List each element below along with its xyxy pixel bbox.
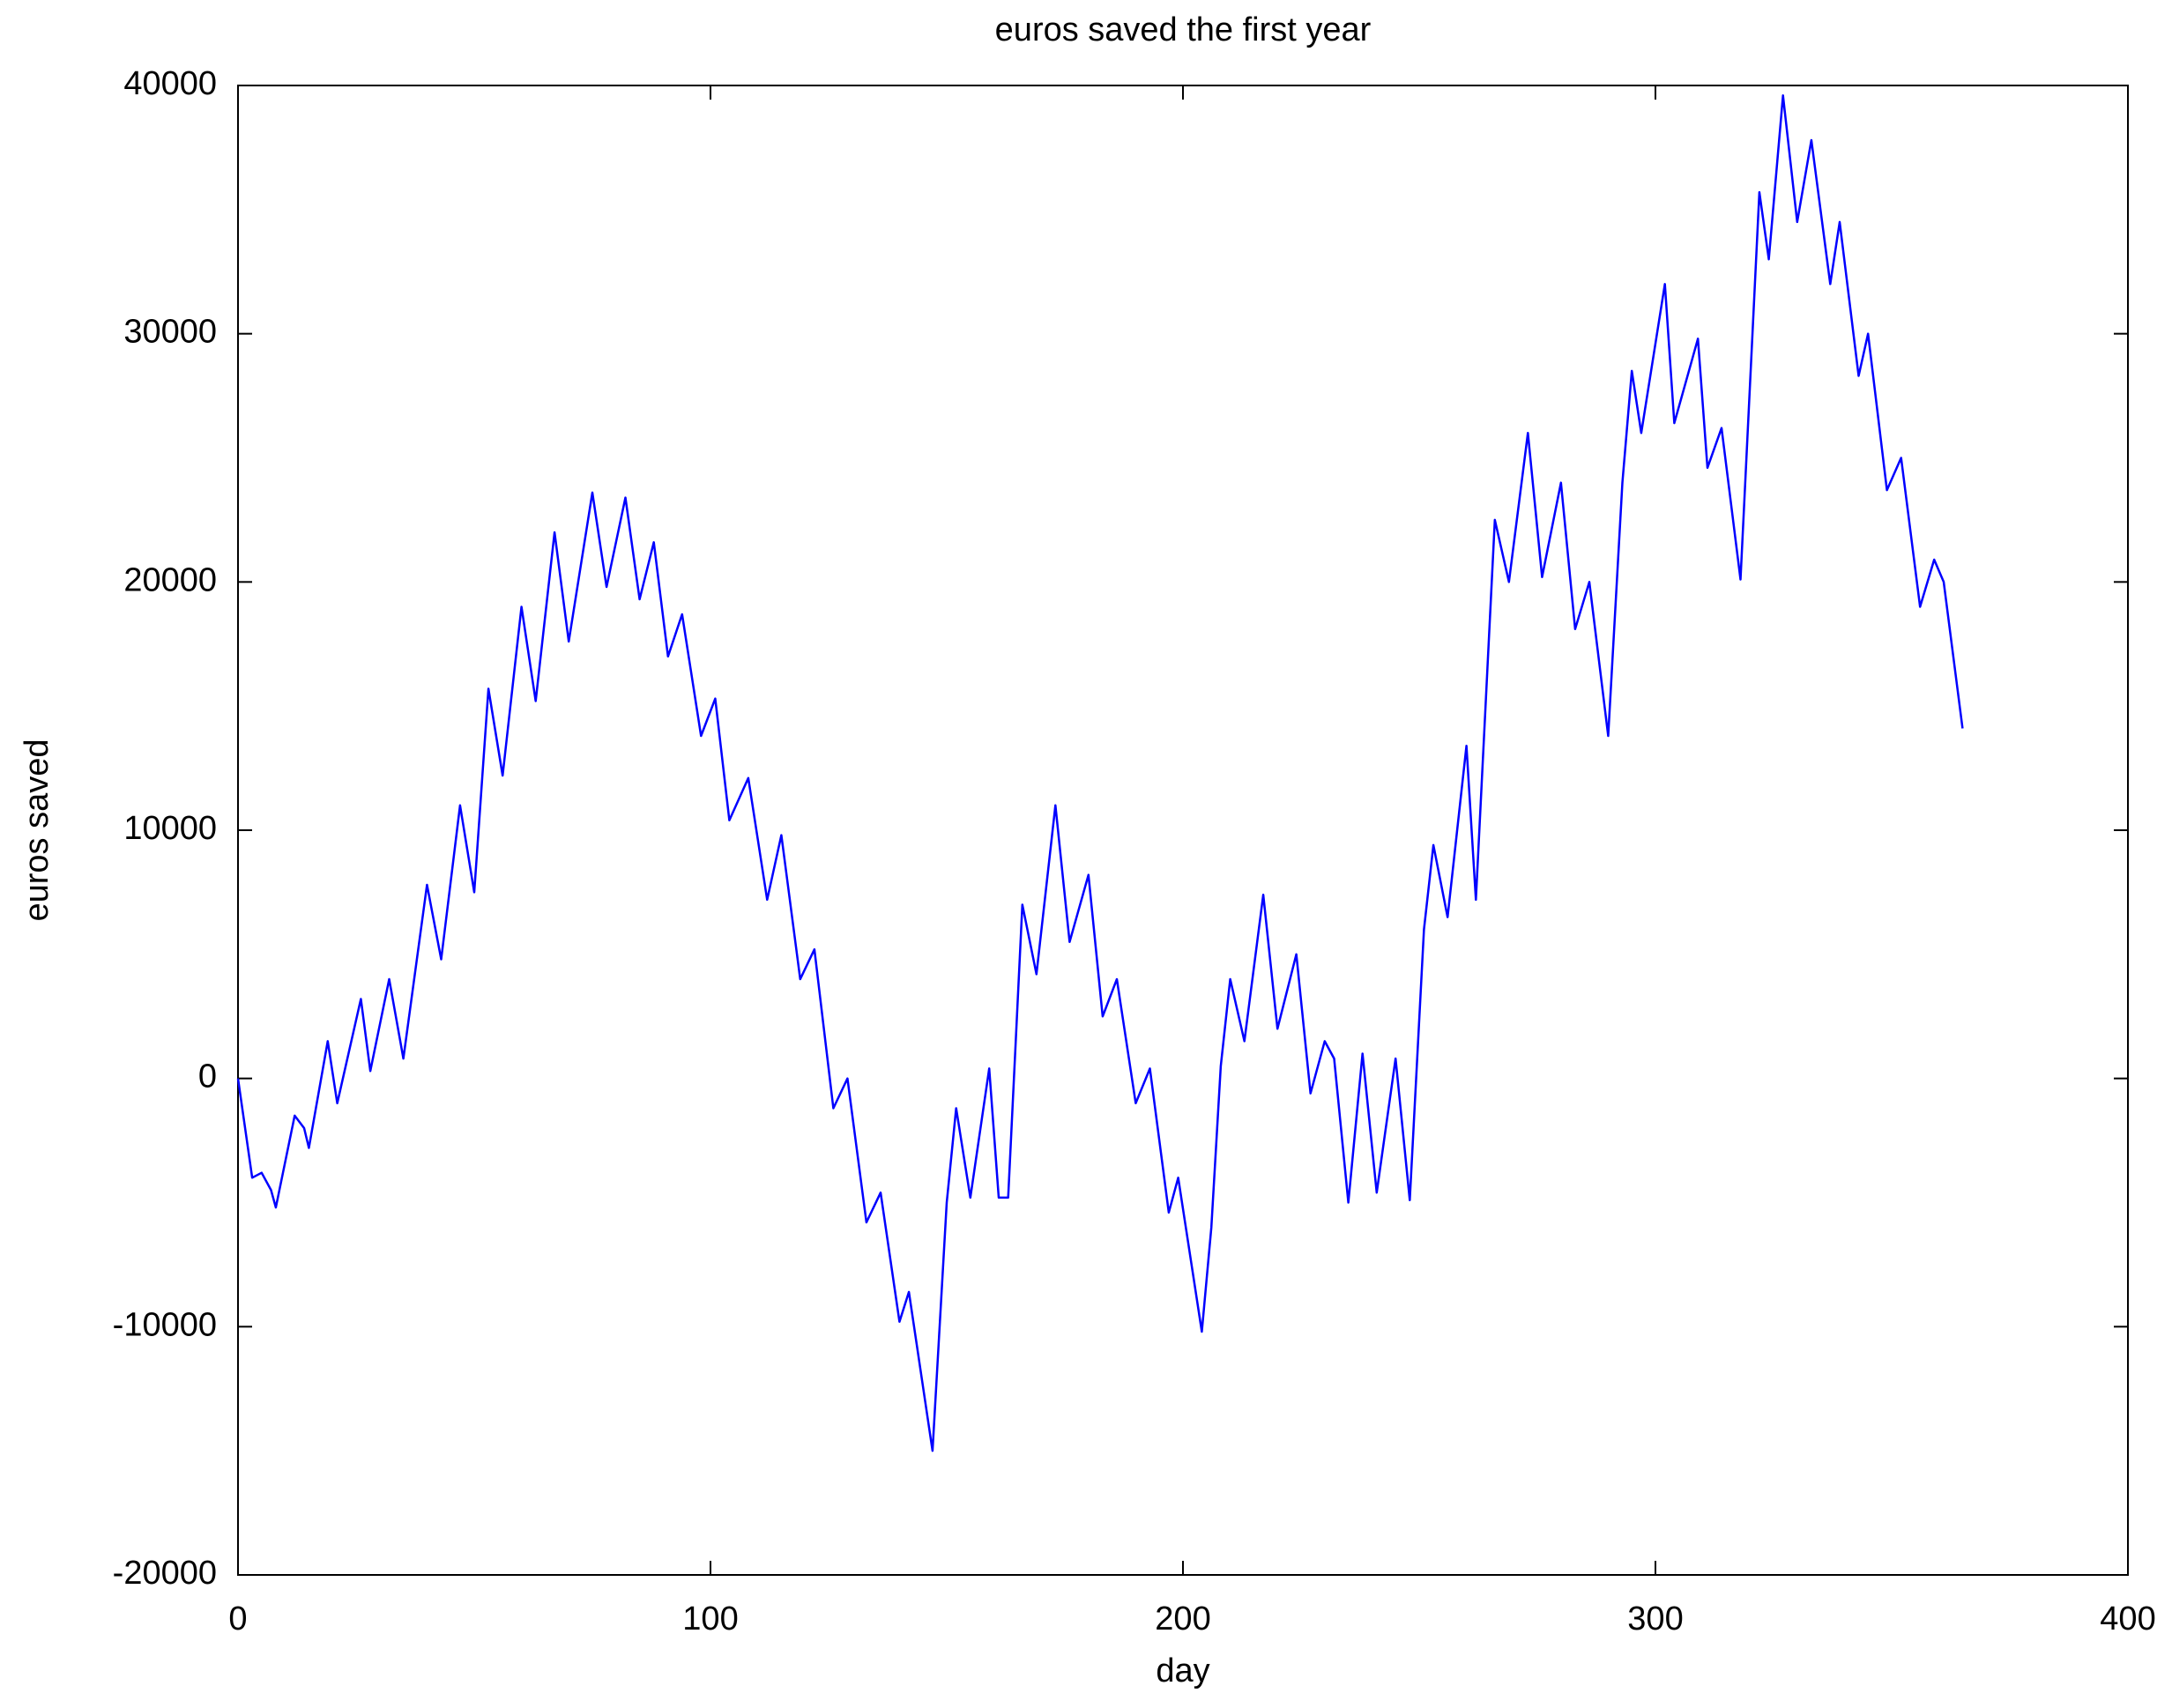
y-tick-label: -20000	[113, 1555, 217, 1592]
y-tick-label: -10000	[113, 1306, 217, 1343]
x-axis-label: day	[1156, 1652, 1209, 1689]
data-line	[236, 94, 1964, 1452]
y-tick-label: 30000	[123, 314, 217, 351]
y-tick-label: 40000	[123, 65, 217, 102]
x-tick-label: 300	[1627, 1600, 1683, 1637]
plot-frame	[237, 85, 2129, 1576]
y-tick-label: 10000	[123, 810, 217, 847]
x-tick-label: 100	[682, 1600, 738, 1637]
y-tick-label: 20000	[123, 561, 217, 598]
chart-title: euros saved the first year	[995, 11, 1372, 48]
x-tick-label: 0	[228, 1600, 247, 1637]
y-axis-label: euros saved	[19, 739, 56, 921]
x-tick-label: 400	[2100, 1600, 2155, 1637]
x-tick-label: 200	[1155, 1600, 1210, 1637]
y-tick-label: 0	[198, 1058, 217, 1095]
